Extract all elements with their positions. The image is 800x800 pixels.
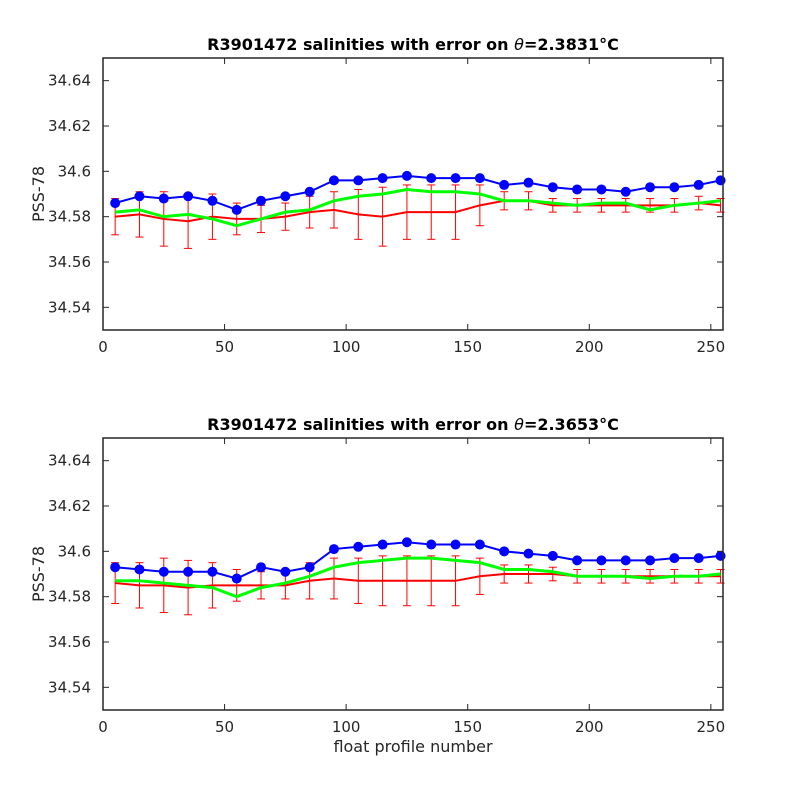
float-salinity-point — [304, 186, 315, 197]
float-salinity-point — [474, 539, 485, 550]
float-salinity-point — [377, 173, 388, 184]
y-axis-label-top: PSS-78 — [29, 166, 48, 222]
float-salinity-point — [207, 195, 218, 206]
float-salinity-point — [134, 564, 145, 575]
calibrated-salinity-line — [115, 556, 721, 599]
x-tick-label: 100 — [332, 338, 361, 356]
x-tick-label: 0 — [98, 338, 108, 356]
float-salinity-point — [669, 182, 680, 193]
float-salinity-point — [620, 186, 631, 197]
axes-box — [102, 437, 724, 711]
x-axis-label-bottom: float profile number — [333, 737, 493, 756]
data-marks-bottom — [110, 537, 726, 616]
y-tick-label: 34.54 — [48, 298, 91, 316]
y-tick-label: 34.64 — [48, 452, 91, 470]
x-tick-label: 0 — [98, 718, 108, 736]
y-tick-label: 34.64 — [48, 72, 91, 90]
y-tick-label: 34.6 — [58, 162, 91, 180]
float-salinity-point — [572, 184, 583, 195]
plot-area-top — [103, 58, 723, 330]
x-tick-label: 200 — [575, 338, 604, 356]
float-salinity-point — [645, 555, 656, 566]
x-tick-label: 200 — [575, 718, 604, 736]
float-salinity-point — [353, 175, 364, 186]
float-salinity-point — [110, 562, 121, 573]
float-salinity-point — [304, 562, 315, 573]
float-salinity-point — [693, 179, 704, 190]
float-salinity-point — [183, 191, 194, 202]
float-salinity-point — [231, 573, 242, 584]
x-tick-label: 50 — [215, 338, 234, 356]
panel-bottom: R3901472 salinities with error on θ=2.36… — [29, 415, 726, 756]
float-salinity-point — [547, 550, 558, 561]
float-salinity-point — [183, 566, 194, 577]
y-tick-label: 34.6 — [58, 542, 91, 560]
float-salinity-point — [523, 177, 534, 188]
axes-box — [102, 57, 724, 331]
panel-top: R3901472 salinities with error on θ=2.38… — [29, 35, 726, 356]
float-salinity-point — [499, 546, 510, 557]
float-salinity-point — [231, 204, 242, 215]
float-salinity-point — [426, 173, 437, 184]
float-salinity-point — [158, 566, 169, 577]
float-salinity-point — [499, 179, 510, 190]
float-salinity-point — [450, 173, 461, 184]
chart-title-top: R3901472 salinities with error on θ=2.38… — [207, 35, 619, 54]
y-tick-label: 34.54 — [48, 678, 91, 696]
mapped-salinity-line — [115, 199, 721, 223]
float-salinity-point — [596, 555, 607, 566]
axes-top: 0 50 100 150 200 250 34.54 34.56 34.58 34.6 34.62 3… — [48, 57, 726, 356]
float-salinity-point — [596, 184, 607, 195]
axes-bottom: 0 50 100 150 200 250 34.54 34.56 34.58 34.6 34.62 3… — [48, 437, 726, 736]
y-axis-label-bottom: PSS-78 — [29, 546, 48, 602]
float-salinity-point — [620, 555, 631, 566]
float-salinity-point — [401, 170, 412, 181]
float-salinity-point — [377, 539, 388, 550]
float-salinity-point — [207, 566, 218, 577]
x-tick-label: 150 — [453, 338, 482, 356]
float-salinity-point — [547, 182, 558, 193]
float-salinity-point — [693, 553, 704, 564]
x-tick-label: 100 — [332, 718, 361, 736]
float-salinity-point — [401, 537, 412, 548]
float-salinity-point — [280, 566, 291, 577]
float-salinity-point — [353, 541, 364, 552]
float-salinity-point — [158, 193, 169, 204]
y-tick-label: 34.56 — [48, 633, 91, 651]
float-salinity-point — [256, 195, 267, 206]
y-tick-label: 34.56 — [48, 253, 91, 271]
float-salinity-point — [328, 544, 339, 555]
float-salinity-point — [280, 191, 291, 202]
y-tick-label: 34.62 — [48, 117, 91, 135]
x-tick-label: 50 — [215, 718, 234, 736]
float-salinity-point — [134, 191, 145, 202]
y-tick-label: 34.58 — [48, 588, 91, 606]
float-salinity-point — [669, 553, 680, 564]
plot-area-bottom — [103, 438, 723, 710]
float-salinity-point — [474, 173, 485, 184]
float-salinity-point — [572, 555, 583, 566]
x-tick-label: 150 — [453, 718, 482, 736]
float-salinity-point — [450, 539, 461, 550]
float-salinity-point — [256, 562, 267, 573]
chart-title-bottom: R3901472 salinities with error on θ=2.36… — [207, 415, 619, 434]
float-salinity-point — [523, 548, 534, 559]
float-salinity-point — [426, 539, 437, 550]
float-salinity-point — [645, 182, 656, 193]
x-tick-label: 250 — [697, 338, 726, 356]
data-marks-top — [110, 170, 726, 249]
y-tick-label: 34.58 — [48, 208, 91, 226]
x-tick-label: 250 — [697, 718, 726, 736]
calibrated-salinity-line — [115, 187, 721, 228]
float-salinity-point — [110, 198, 121, 209]
y-tick-label: 34.62 — [48, 497, 91, 515]
float-salinity-point — [328, 175, 339, 186]
